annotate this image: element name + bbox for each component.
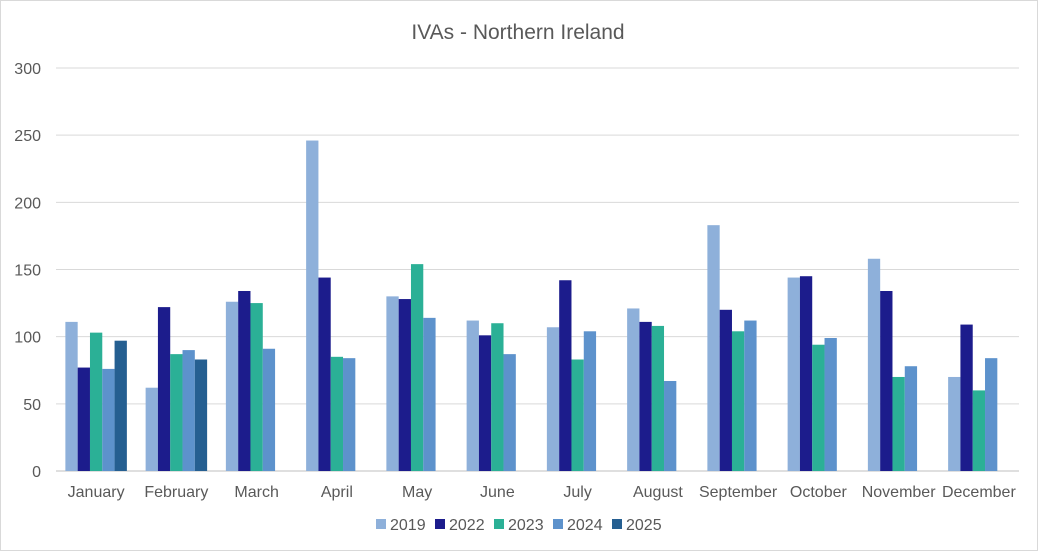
- bar-2019-january: [65, 321, 78, 471]
- bar-2024-september: [744, 320, 757, 471]
- bar-2019-may: [386, 296, 399, 471]
- bar-2022-july: [559, 280, 572, 471]
- bar-2022-january: [77, 367, 90, 471]
- bar-2024-august: [664, 380, 677, 471]
- x-tick-label: August: [633, 484, 683, 501]
- x-tick-label: September: [699, 484, 778, 501]
- x-tick-label: June: [480, 484, 515, 501]
- chart-title: IVAs - Northern Ireland: [411, 21, 624, 44]
- bar-2024-march: [262, 348, 276, 471]
- bar-2024-january: [102, 368, 115, 471]
- bar-2023-may: [410, 264, 424, 471]
- bar-2019-november: [867, 258, 881, 471]
- bar-2024-december: [985, 358, 998, 471]
- bar-2023-april: [330, 356, 344, 471]
- y-tick-label: 150: [14, 263, 41, 280]
- bar-2024-may: [423, 317, 436, 471]
- bar-2022-april: [318, 277, 331, 471]
- legend-swatch-2019: [376, 519, 386, 529]
- bar-2022-september: [719, 309, 732, 471]
- bar-2024-february: [182, 350, 195, 471]
- x-tick-label: July: [563, 484, 591, 501]
- bar-2019-december: [948, 376, 961, 471]
- bar-2023-august: [651, 325, 665, 471]
- legend-label-2023: 2023: [508, 517, 544, 534]
- bar-2023-february: [170, 354, 183, 471]
- bar-2022-august: [639, 321, 652, 471]
- legend-swatch-2023: [494, 519, 504, 529]
- legend-label-2022: 2022: [449, 517, 485, 534]
- bar-2019-october: [787, 277, 800, 471]
- x-tick-label: December: [942, 484, 1016, 501]
- bar-2024-june: [503, 354, 516, 471]
- legend-label-2025: 2025: [626, 517, 662, 534]
- bar-2025-january: [114, 340, 127, 471]
- bar-2023-october: [812, 344, 825, 471]
- bar-2022-october: [799, 276, 813, 471]
- bar-2022-november: [880, 290, 893, 471]
- bar-2023-june: [491, 323, 504, 471]
- bar-2019-september: [707, 225, 720, 471]
- bar-2023-july: [571, 359, 584, 471]
- bar-2025-february: [194, 359, 208, 471]
- bar-2019-july: [546, 327, 560, 471]
- bar-2022-june: [478, 335, 492, 471]
- y-tick-label: 100: [14, 330, 41, 347]
- bar-2024-november: [904, 366, 918, 471]
- legend-label-2019: 2019: [390, 517, 426, 534]
- x-tick-label: March: [234, 484, 278, 501]
- bar-2023-march: [250, 303, 263, 471]
- bar-2022-february: [157, 307, 171, 471]
- legend-swatch-2025: [612, 519, 622, 529]
- bar-2023-september: [731, 331, 745, 471]
- bar-2019-august: [627, 308, 640, 471]
- bar-2023-november: [892, 376, 905, 471]
- x-tick-label: April: [321, 484, 353, 501]
- y-tick-label: 200: [14, 195, 41, 212]
- x-tick-label: October: [790, 484, 848, 501]
- bar-2024-april: [343, 358, 356, 471]
- bar-2019-february: [145, 387, 158, 471]
- x-tick-label: May: [402, 484, 432, 501]
- legend-swatch-2024: [553, 519, 563, 529]
- bar-2019-june: [466, 320, 479, 471]
- bar-2022-december: [960, 324, 973, 471]
- y-tick-label: 50: [23, 397, 41, 414]
- bar-2019-march: [225, 301, 239, 471]
- bar-2024-october: [824, 338, 837, 471]
- y-tick-label: 250: [14, 128, 41, 145]
- bar-2022-may: [398, 299, 411, 471]
- x-tick-label: January: [68, 484, 125, 501]
- legend-label-2024: 2024: [567, 517, 603, 534]
- bar-2022-march: [238, 290, 251, 471]
- y-tick-label: 0: [32, 464, 41, 481]
- x-tick-label: November: [862, 484, 936, 501]
- legend-swatch-2022: [435, 519, 445, 529]
- x-tick-label: February: [144, 484, 208, 501]
- bar-2023-january: [89, 332, 103, 471]
- bar-2024-july: [583, 331, 597, 471]
- bar-2023-december: [972, 390, 986, 471]
- y-tick-label: 300: [14, 61, 41, 78]
- bar-2019-april: [306, 140, 319, 472]
